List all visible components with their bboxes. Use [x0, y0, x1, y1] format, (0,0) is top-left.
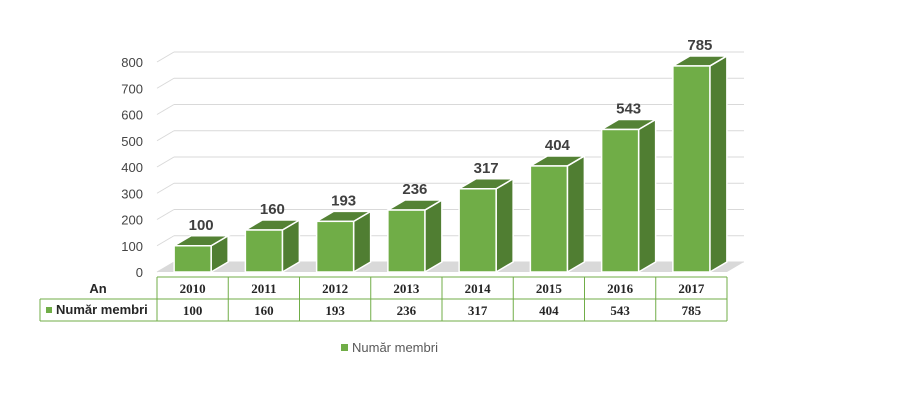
y-tick-label: 100: [121, 239, 143, 254]
bar-2011: [242, 218, 303, 274]
y-tick-label: 400: [121, 160, 143, 175]
x-tick-label: 2011: [251, 281, 276, 296]
x-tick-label: 2010: [180, 281, 206, 296]
chart-floor: [157, 262, 744, 272]
bars: [171, 54, 730, 274]
table-value: 236: [397, 303, 417, 318]
x-tick-label: 2012: [322, 281, 348, 296]
gridline-diag: [156, 182, 175, 194]
table-value: 785: [682, 303, 702, 318]
data-label: 100: [189, 217, 214, 234]
bar-2015: [527, 154, 588, 274]
x-tick-label: 2015: [536, 281, 563, 296]
data-label: 236: [402, 181, 427, 198]
data-label: 193: [331, 192, 356, 209]
table-value: 193: [325, 303, 345, 318]
bar-side: [495, 177, 514, 274]
x-tick-label: 2016: [607, 281, 634, 296]
bar-front: [387, 209, 426, 273]
bar-front: [244, 229, 284, 273]
bar-2016: [598, 118, 659, 274]
gridline-diag: [156, 156, 175, 168]
gridline-diag: [156, 209, 175, 220]
data-label: 543: [616, 100, 641, 117]
table-value: 317: [468, 303, 488, 318]
y-tick-label: 0: [136, 265, 143, 280]
bar-front: [458, 188, 497, 273]
table-row-label: Număr membri: [56, 302, 148, 317]
table-header-label: An: [89, 281, 106, 296]
gridline-diag: [156, 104, 175, 115]
table-value: 543: [610, 303, 630, 318]
legend-marker: [341, 344, 348, 351]
bar-2013: [385, 198, 445, 274]
bar-side: [424, 198, 443, 274]
y-tick-label: 500: [121, 134, 143, 149]
x-tick-label: 2017: [678, 281, 705, 296]
table-legend-key: [46, 307, 52, 313]
table-value: 100: [183, 303, 203, 318]
x-tick-label: 2013: [393, 281, 420, 296]
gridline-diag: [156, 77, 175, 89]
data-label: 404: [545, 137, 571, 154]
bar-side: [637, 118, 657, 274]
gridline-diag: [156, 130, 175, 142]
bar-2017: [670, 54, 730, 274]
table-value: 404: [539, 303, 559, 318]
data-label: 160: [260, 201, 285, 218]
bar-side: [566, 154, 586, 274]
y-tick-label: 300: [121, 186, 143, 201]
legend-label: Număr membri: [352, 340, 438, 355]
y-tick-label: 600: [121, 108, 143, 123]
bar-2012: [313, 210, 374, 274]
gridline-diag: [156, 51, 175, 63]
bar-2014: [456, 177, 516, 274]
data-table: An Număr membri 2010 100 2011 160 2012 193 201…: [39, 276, 728, 322]
bar-front: [173, 245, 212, 273]
y-tick-label: 200: [121, 213, 143, 228]
bar-front: [672, 65, 711, 273]
floor-plane: [157, 262, 744, 272]
bar-front: [600, 128, 640, 273]
table-value: 160: [254, 303, 274, 318]
bar-side: [709, 54, 728, 274]
bar-front: [529, 165, 569, 273]
bar-front: [315, 220, 355, 273]
y-tick-label: 700: [121, 81, 143, 96]
x-tick-label: 2014: [465, 281, 492, 296]
gridline-diag: [156, 235, 175, 247]
data-label: 317: [474, 160, 499, 177]
y-axis: 0 100 200 300 400 500 600 700 800: [121, 55, 143, 280]
data-labels: 100 160 193 236 317 404 543 785: [189, 37, 713, 234]
y-tick-label: 800: [121, 55, 143, 70]
bar-2010: [171, 234, 231, 274]
data-label: 785: [687, 37, 712, 54]
legend: Număr membri: [341, 340, 438, 355]
